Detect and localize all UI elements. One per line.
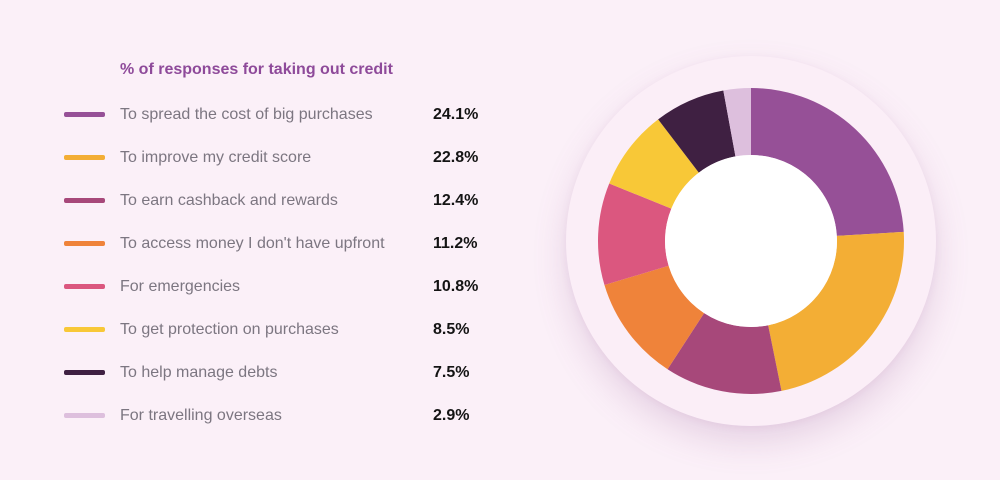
legend-swatch — [64, 198, 105, 203]
legend-swatch — [64, 241, 105, 246]
legend-value: 22.8% — [433, 149, 479, 166]
legend-value: 12.4% — [433, 192, 479, 209]
legend-value: 8.5% — [433, 321, 470, 338]
legend-label: To access money I don't have upfront — [120, 235, 385, 252]
legend-item: For travelling overseas 2.9% — [64, 401, 504, 444]
legend-value: 10.8% — [433, 278, 479, 295]
donut-slice — [598, 183, 672, 285]
legend-swatch — [64, 112, 105, 117]
donut-slice — [609, 119, 699, 209]
legend: To spread the cost of big purchases 24.1… — [64, 100, 504, 444]
legend-value: 24.1% — [433, 106, 479, 123]
legend-item: To access money I don't have upfront 11.… — [64, 229, 504, 272]
legend-item: To get protection on purchases 8.5% — [64, 315, 504, 358]
legend-value: 7.5% — [433, 364, 470, 381]
legend-item: To spread the cost of big purchases 24.1… — [64, 100, 504, 143]
donut-chart-frame — [566, 56, 936, 426]
legend-swatch — [64, 155, 105, 160]
legend-swatch — [64, 327, 105, 332]
donut-hole — [665, 155, 837, 327]
legend-item: To help manage debts 7.5% — [64, 358, 504, 401]
legend-swatch — [64, 413, 105, 418]
donut-slice — [723, 88, 751, 157]
legend-label: To spread the cost of big purchases — [120, 106, 373, 123]
donut-slice — [667, 313, 782, 394]
donut-slice — [604, 265, 705, 370]
donut-slice — [751, 88, 904, 236]
legend-item: To improve my credit score 22.8% — [64, 143, 504, 186]
legend-value: 2.9% — [433, 407, 470, 424]
legend-label: To help manage debts — [120, 364, 278, 381]
legend-item: To earn cashback and rewards 12.4% — [64, 186, 504, 229]
legend-label: To get protection on purchases — [120, 321, 339, 338]
legend-label: For travelling overseas — [120, 407, 282, 424]
donut-slice — [658, 90, 736, 173]
legend-label: To improve my credit score — [120, 149, 312, 166]
legend-swatch — [64, 370, 105, 375]
legend-label: For emergencies — [120, 278, 241, 295]
legend-label: To earn cashback and rewards — [120, 192, 338, 209]
legend-item: For emergencies 10.8% — [64, 272, 504, 315]
legend-value: 11.2% — [433, 235, 478, 252]
chart-title: % of responses for taking out credit — [120, 61, 393, 78]
donut-chart — [598, 88, 904, 394]
donut-slice — [768, 231, 904, 391]
legend-swatch — [64, 284, 105, 289]
